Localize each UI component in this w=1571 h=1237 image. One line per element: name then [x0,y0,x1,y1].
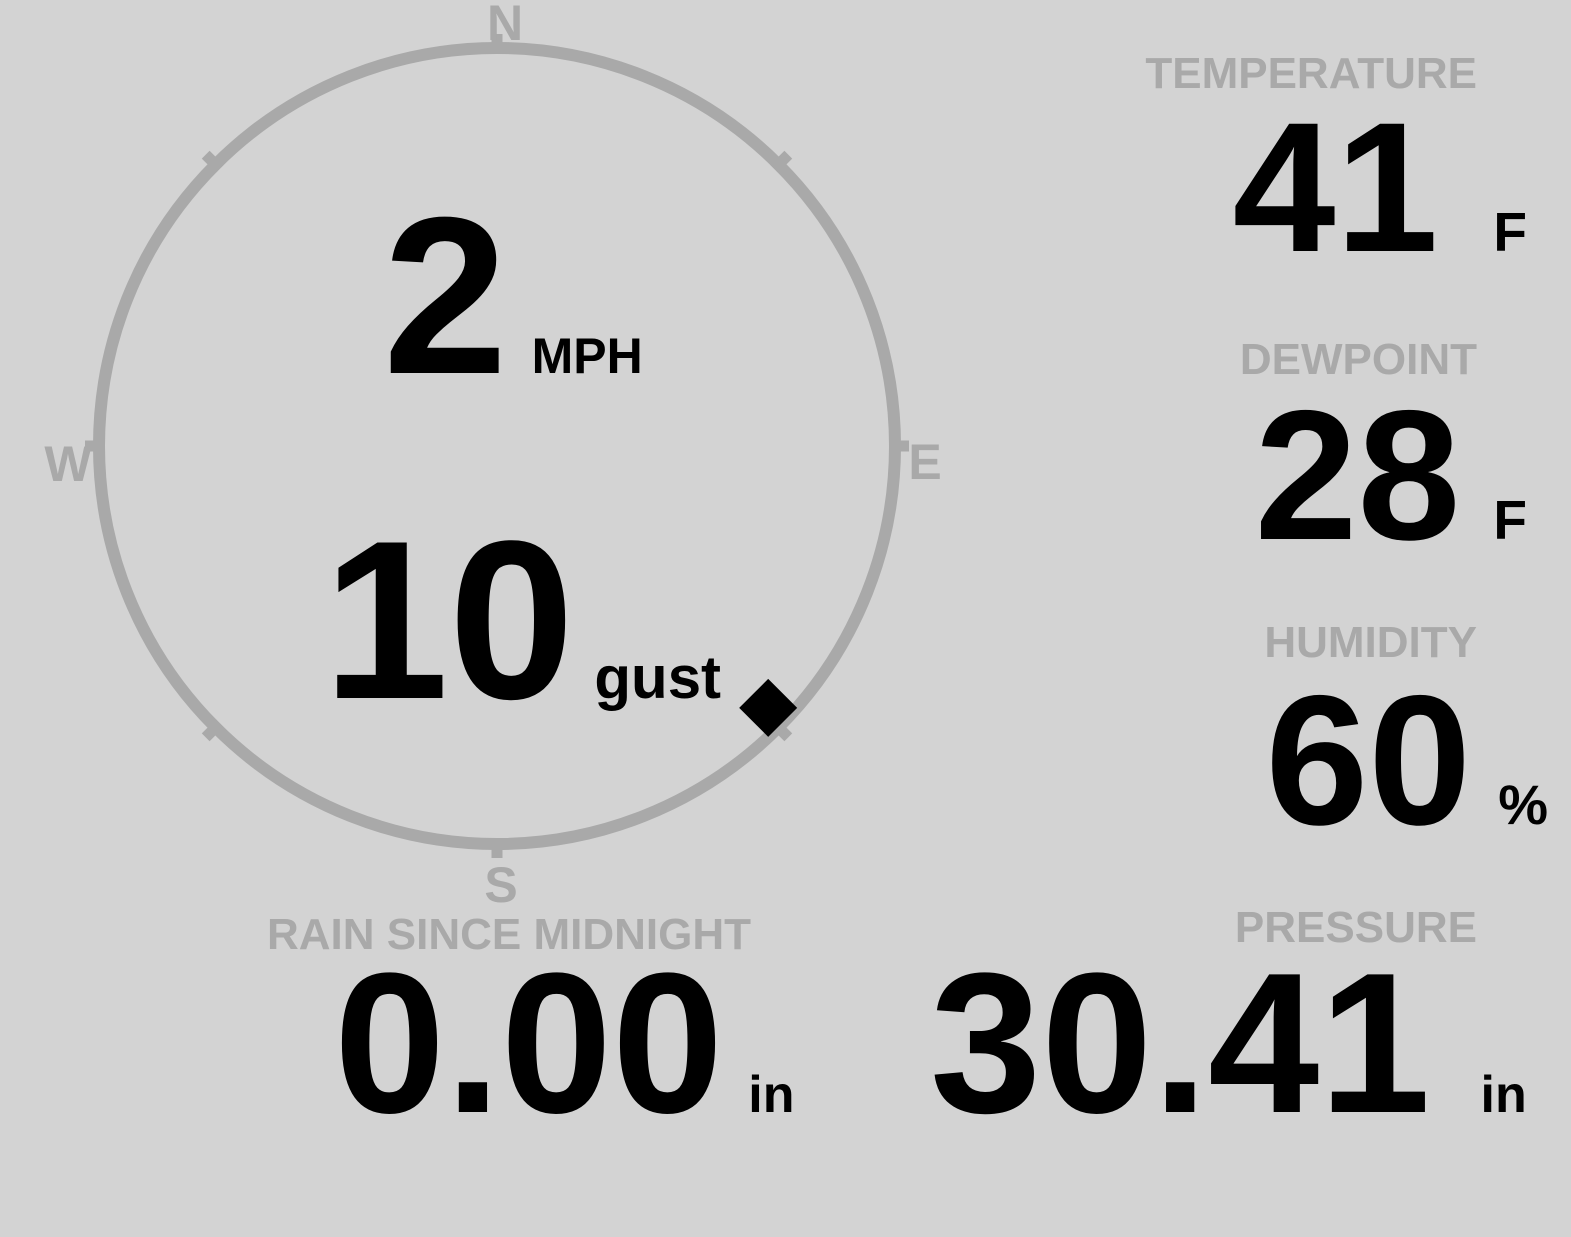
wind-speed: 2 MPH [383,184,643,408]
temperature-unit: F [1493,201,1527,263]
compass-label-north: N [486,0,524,51]
humidity-label: HUMIDITY [1264,618,1477,667]
dewpoint-value: 28 [1254,373,1461,579]
rain-reading: 0.00 in [334,944,794,1144]
wind-speed-value: 2 [383,171,508,421]
temperature-value: 41 [1232,85,1439,291]
rain-label: RAIN SINCE MIDNIGHT [267,910,751,959]
dewpoint-unit: F [1493,489,1527,551]
rain-unit: in [748,1066,795,1124]
wind-gust: 10 gust [323,507,721,733]
compass-label-south: S [484,857,518,913]
compass-label-east: E [908,434,942,490]
wind-speed-unit: MPH [531,328,643,384]
temperature-label: TEMPERATURE [1145,49,1477,98]
wind-gust-value: 10 [323,493,575,746]
wind-direction-marker-icon [739,678,798,737]
tick-northeast-icon [770,150,793,173]
pressure-unit: in [1480,1066,1527,1124]
pressure-reading: 30.41 in [930,944,1527,1144]
dewpoint-label: DEWPOINT [1239,335,1477,384]
compass-label-west: W [44,436,92,492]
humidity-unit: % [1498,773,1548,836]
temperature-reading: 41 F [1233,96,1527,281]
pressure-value: 30.41 [930,932,1431,1155]
dewpoint-reading: 28 F [1255,384,1527,569]
tick-northwest-icon [201,150,224,173]
rain-value: 0.00 [334,932,724,1155]
wind-gust-label: gust [594,644,722,711]
tick-southwest-icon [201,719,224,742]
compass-ticks [85,34,909,858]
pressure-label: PRESSURE [1234,903,1477,952]
wind-compass-dial [85,34,909,858]
humidity-value: 60 [1265,658,1472,864]
humidity-reading: 60 % [1265,669,1548,854]
